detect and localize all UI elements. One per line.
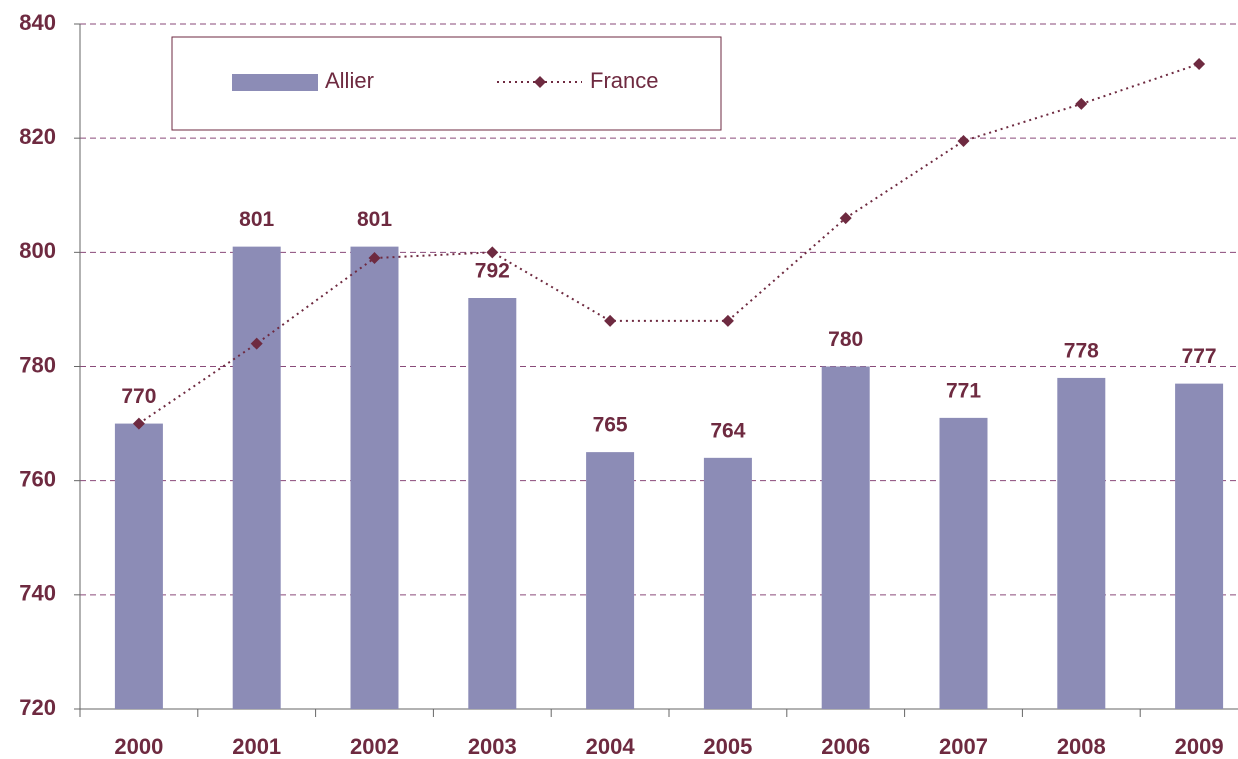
data-label: 770: [121, 385, 156, 408]
legend-label: Allier: [325, 68, 374, 93]
bar: [703, 457, 752, 709]
data-label: 777: [1182, 345, 1217, 368]
legend-swatch: [232, 74, 318, 91]
data-label: 780: [828, 328, 863, 351]
bar: [939, 417, 988, 709]
bar: [114, 423, 163, 709]
data-label: 765: [593, 414, 628, 437]
legend-marker: [534, 76, 546, 88]
data-label: 764: [710, 419, 745, 442]
line-marker: [957, 135, 970, 148]
data-label: 771: [946, 379, 981, 402]
line-marker: [1075, 97, 1088, 110]
line-marker: [721, 314, 734, 327]
line: [138, 63, 1200, 425]
x-tick-label: 2007: [939, 734, 988, 759]
y-tick-label: 800: [19, 238, 56, 263]
bar: [350, 246, 399, 709]
y-tick-label: 840: [19, 10, 56, 35]
bar: [1175, 383, 1224, 709]
bar: [232, 246, 281, 709]
x-tick-label: 2000: [114, 734, 163, 759]
line-marker: [604, 314, 617, 327]
bar: [468, 298, 517, 709]
y-tick-label: 760: [19, 466, 56, 491]
y-tick-label: 740: [19, 581, 56, 606]
data-label: 801: [239, 208, 274, 231]
legend-label: France: [590, 68, 658, 93]
line-marker: [368, 252, 381, 265]
bar: [821, 366, 870, 709]
x-tick-label: 2003: [468, 734, 517, 759]
x-tick-label: 2002: [350, 734, 399, 759]
data-label: 801: [357, 208, 392, 231]
bar: [586, 452, 635, 709]
line-marker: [486, 246, 499, 259]
data-label: 778: [1064, 339, 1099, 362]
x-tick-label: 2004: [586, 734, 636, 759]
x-tick-label: 2001: [232, 734, 281, 759]
y-tick-label: 780: [19, 352, 56, 377]
y-tick-label: 720: [19, 695, 56, 720]
line-marker: [1193, 57, 1206, 70]
line-marker: [839, 212, 852, 225]
y-tick-label: 820: [19, 124, 56, 149]
bar: [1057, 377, 1106, 709]
line-marker: [250, 337, 263, 350]
x-tick-label: 2006: [821, 734, 870, 759]
line-marker: [132, 417, 145, 430]
x-tick-label: 2005: [703, 734, 752, 759]
data-label: 792: [475, 260, 510, 283]
x-tick-label: 2009: [1175, 734, 1224, 759]
x-tick-label: 2008: [1057, 734, 1106, 759]
